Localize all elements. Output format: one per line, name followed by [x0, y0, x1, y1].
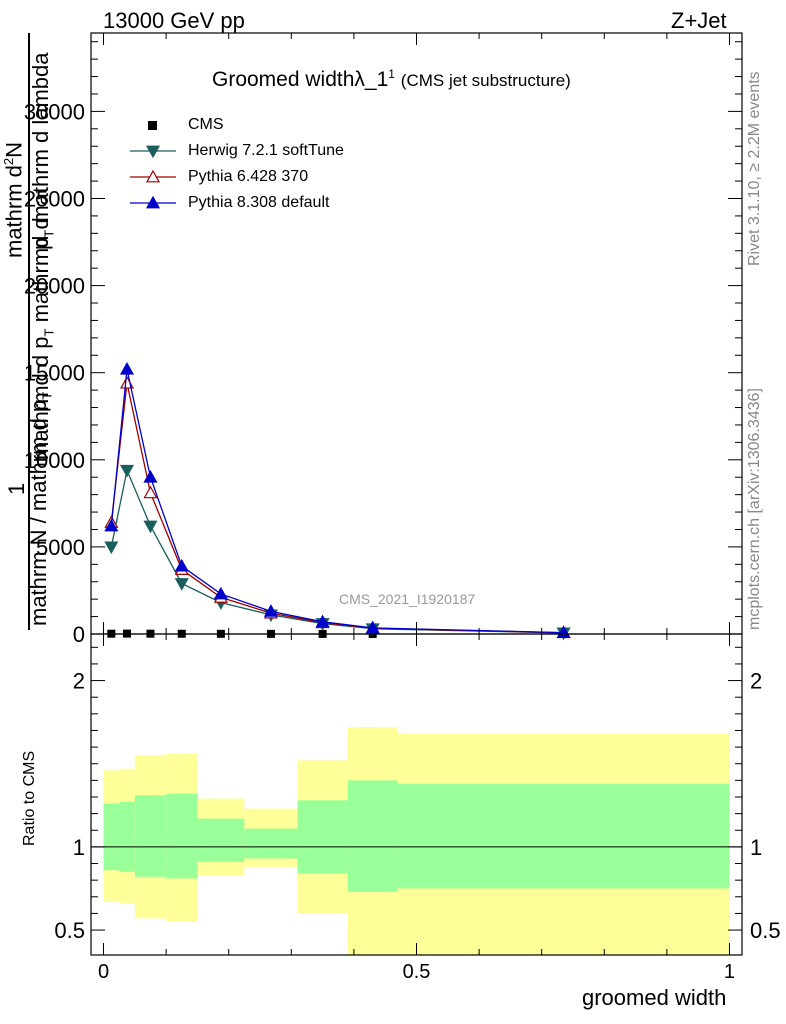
ratio-band-inner-8	[397, 783, 730, 889]
series-3-point-4	[213, 586, 228, 600]
header-left-label: 13000 GeV pp	[103, 8, 245, 33]
ratio-bands	[103, 727, 730, 955]
ylabel-fraction-bar	[28, 33, 30, 630]
ratio-ytick-label-2: 2	[73, 669, 85, 694]
series-2-point-2	[143, 485, 158, 499]
legend-marker-shape	[148, 121, 157, 130]
main-ytick-label-0: 0	[73, 622, 85, 647]
legend-label-2: Pythia 6.428 370	[188, 168, 309, 185]
main-ytick-label-6: 30000	[24, 99, 85, 124]
main-ytick-label-1: 5000	[36, 535, 85, 560]
legend-label-1: Herwig 7.2.1 softTune	[188, 142, 344, 159]
chart-title-sup: 1	[388, 67, 395, 81]
series-2	[104, 375, 571, 639]
legend-marker-shape	[145, 195, 161, 209]
series-3-point-7	[365, 620, 380, 634]
legend-marker-3	[130, 195, 176, 209]
header-right-label: Z+Jet	[671, 8, 727, 33]
series-3-point-2	[143, 469, 158, 483]
series-3	[104, 361, 571, 639]
series-1-point-0	[104, 541, 119, 555]
ratio-ytick-label-0: 0.5	[54, 918, 85, 943]
ylabel-numerator: mathrm d2N	[1, 141, 27, 258]
ratio-ytick-label-right-2: 2	[750, 669, 762, 694]
ylabel-upper-right: pT mathrm d lambda	[28, 52, 57, 250]
series-line-1	[110, 468, 564, 634]
ratio-band-inner-7	[347, 780, 398, 892]
ratio-band-inner-5	[244, 828, 298, 859]
ratio-band-inner-3	[166, 793, 198, 879]
ratio-ytick-label-1: 1	[73, 835, 85, 860]
series-1-point-2	[143, 520, 158, 534]
legend-label-3: Pythia 8.308 default	[188, 194, 330, 211]
legend-marker-1	[130, 145, 176, 159]
legend-marker-shape	[145, 145, 161, 159]
series-3-point-0	[104, 518, 119, 532]
series-1-point-3	[174, 578, 189, 591]
ratio-panel	[91, 727, 742, 955]
legend: CMS Herwig 7.2.1 softTune Pythia 6.428 370…	[130, 112, 344, 216]
ratio-ytick-label-right-0: 0.5	[750, 918, 781, 943]
xtick-label-1: 0.5	[403, 961, 431, 983]
ratio-band-inner-0	[103, 803, 120, 871]
legend-entry-1: Herwig 7.2.1 softTune	[130, 138, 344, 164]
legend-entry-3: Pythia 8.308 default	[130, 190, 344, 216]
main-ytick-label-5: 25000	[24, 186, 85, 211]
series-1-point-1	[119, 464, 135, 478]
series-3-point-8	[556, 625, 571, 639]
ylabel-lower-line: mathrmd d pT mathrmd d	[28, 217, 57, 460]
ratio-band-inner-1	[119, 801, 135, 872]
ratio-band-inner-6	[297, 800, 348, 874]
panel-frames: 0 5000 10000 15000 20000 25000 30000 0 0.5 1 0.5 0.…	[24, 32, 781, 983]
main-ytick-label-2: 10000	[24, 448, 85, 473]
chart-title-main: Groomed widthλ_1	[212, 68, 389, 91]
rivet-version-label: Rivet 3.1.10, ≥ 2.2M events	[746, 71, 763, 266]
series-3-point-1	[119, 361, 135, 375]
watermark-label: CMS_2021_I1920187	[339, 591, 476, 607]
legend-marker-shape	[145, 169, 161, 183]
legend-marker-2	[130, 169, 176, 183]
xtick-label-2: 1	[724, 961, 735, 983]
chart-title: Groomed widthλ_11 (CMS jet substructure)	[212, 67, 571, 92]
ratio-band-inner-4	[197, 818, 245, 862]
ratio-band-inner-2	[134, 795, 167, 877]
ratio-ytick-label-right-1: 1	[750, 835, 762, 860]
main-panel	[104, 361, 571, 641]
series-line-2	[110, 383, 564, 634]
legend-entry-2: Pythia 6.428 370	[130, 164, 344, 190]
legend-label-0: CMS	[188, 116, 224, 133]
legend-marker-0	[148, 121, 157, 130]
series-line-3	[110, 369, 564, 634]
xlabel: groomed width	[582, 985, 727, 1010]
mcplots-credit-label: mcplots.cern.ch [arXiv:1306.3436]	[746, 388, 763, 630]
series-3-point-6	[315, 614, 330, 628]
main-ytick-label-4: 20000	[24, 274, 85, 299]
legend-entry-0: CMS	[130, 112, 344, 138]
series-3-point-5	[263, 604, 278, 617]
chart-title-suffix: (CMS jet substructure)	[400, 71, 571, 90]
ratio-ylabel: Ratio to CMS	[21, 750, 38, 846]
xtick-label-0: 0	[98, 961, 109, 983]
main-ytick-label-3: 15000	[24, 361, 85, 386]
series-3-point-3	[174, 558, 189, 572]
